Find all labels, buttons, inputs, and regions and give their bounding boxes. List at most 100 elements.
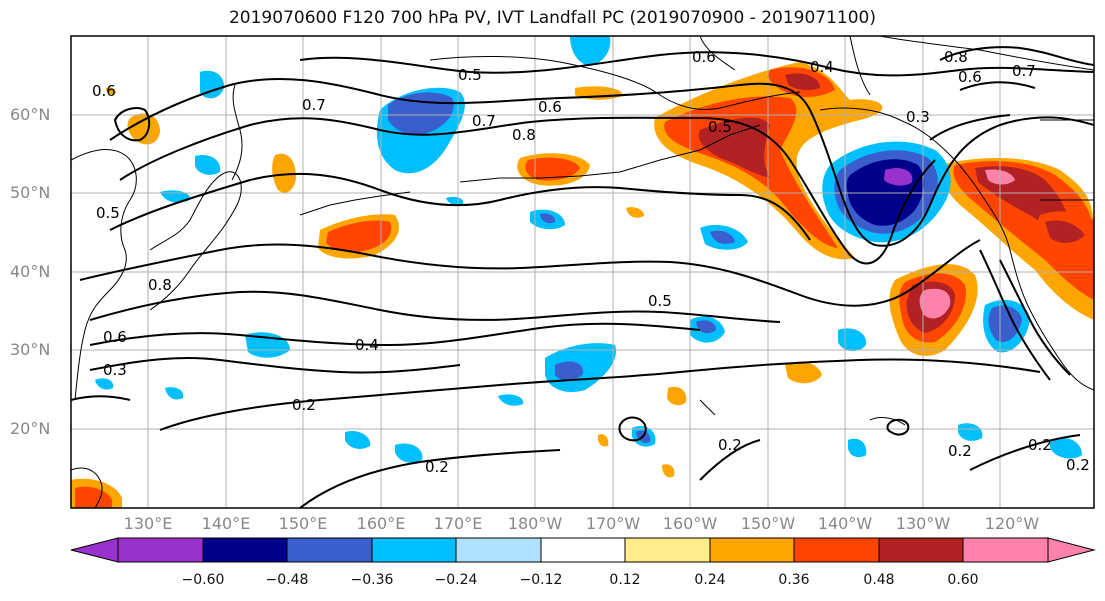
colorbar-segment	[455, 537, 542, 563]
negative-anomaly-small-11	[958, 423, 983, 441]
contour-label: 0.6	[692, 48, 716, 66]
coastlines	[71, 36, 1094, 508]
colorbar-segment	[878, 537, 964, 563]
lat-label: 50°N	[10, 183, 51, 202]
positive-anomaly-blob-8	[662, 464, 675, 478]
positive-anomaly-pnw-core	[953, 161, 1094, 300]
contour-label: 0.2	[1066, 456, 1090, 474]
positive-anomaly-blob-9-core	[75, 486, 112, 508]
colorbar-segment	[709, 537, 795, 563]
negative-anomaly-small-4b	[555, 361, 584, 381]
contour-label: 0.4	[810, 58, 834, 76]
positive-anomaly-blob-10	[106, 87, 116, 95]
contour-label: 0.7	[1012, 62, 1036, 80]
negative-anomaly-small-15	[165, 387, 184, 400]
positive-anomaly-alaska-north-dark	[785, 73, 820, 91]
colorbar-tick-label: 0.36	[778, 572, 810, 588]
colorbar-segment	[540, 537, 626, 563]
negative-anomaly-small-2b	[540, 213, 556, 224]
contour-label: 0.2	[425, 458, 449, 476]
contour-label: 0.8	[944, 48, 968, 66]
contour-label: 0.5	[648, 292, 672, 310]
positive-anomaly-midlat-east-core	[525, 157, 580, 181]
contour-labels: 0.6 0.7 0.5 0.5 0.7 0.8 0.6 0.6 0.4 0.8 …	[92, 48, 1090, 476]
negative-anomaly-small-18	[95, 378, 114, 390]
lat-label: 40°N	[10, 262, 51, 281]
lon-label: 150°W	[740, 514, 796, 533]
contour-label: 0.7	[472, 112, 496, 130]
contour-label: 0.5	[458, 66, 482, 84]
contour-label: 0.8	[512, 126, 536, 144]
colorbar-tick-label: −0.36	[350, 572, 394, 588]
colorbar-tick-label: −0.60	[181, 572, 225, 588]
positive-anomaly-blob-1	[127, 113, 160, 145]
colorbar-tick-label: −0.12	[519, 572, 563, 588]
colorbar-segment	[286, 537, 373, 563]
contour-label: 0.4	[355, 336, 379, 354]
lon-label: 170°W	[585, 514, 641, 533]
colorbar-segment	[202, 537, 288, 563]
positive-anomaly-blob-6	[597, 434, 609, 447]
positive-anomaly-blob-4	[785, 361, 822, 384]
negative-anomaly-far-north	[200, 70, 225, 99]
positive-anomaly-blob-2	[272, 153, 296, 193]
colorbar-segment	[371, 537, 457, 563]
colorbar	[70, 537, 1096, 563]
contour-label: 0.2	[718, 436, 742, 454]
map-title: 2019070600 F120 700 hPa PV, IVT Landfall…	[228, 8, 876, 28]
colorbar-tick-label: 0.24	[694, 572, 726, 588]
negative-anomaly-small-13	[345, 430, 371, 449]
lon-label: 140°E	[201, 514, 251, 533]
lon-label: 160°E	[356, 514, 406, 533]
negative-anomaly-small-5b	[696, 320, 716, 334]
lon-label: 130°W	[895, 514, 951, 533]
negative-anomaly-small-12	[395, 443, 423, 463]
positive-anomaly-midlat-west-core	[326, 220, 392, 253]
colorbar-tick-label: −0.48	[265, 572, 309, 588]
positive-anomaly-california-max	[919, 288, 951, 319]
contour-label: 0.2	[1028, 436, 1052, 454]
colorbar-tick-label: 0.60	[947, 572, 979, 588]
contour-label: 0.3	[103, 361, 127, 379]
negative-anomaly-small-16	[498, 394, 524, 406]
colorbar-segment	[793, 537, 880, 563]
colorbar-extend-low	[70, 537, 119, 563]
lon-label: 140°W	[817, 514, 873, 533]
positive-anomaly-blob-7	[626, 207, 645, 218]
positive-anomaly-blob-5	[667, 386, 687, 406]
lon-label: 130°E	[123, 514, 173, 533]
negative-anomaly-kamchatka	[195, 154, 221, 175]
colorbar-segment	[962, 537, 1049, 563]
contour-label: 0.2	[948, 442, 972, 460]
negative-anomaly-small-7b	[988, 305, 1022, 342]
contour-label: 0.5	[708, 118, 732, 136]
contour-label: 0.6	[958, 68, 982, 86]
colorbar-tick-label: 0.48	[863, 572, 895, 588]
lon-label: 150°E	[278, 514, 328, 533]
shaded-field	[71, 36, 1094, 508]
negative-anomaly-ne-bering	[570, 36, 611, 66]
contour-label: 0.3	[906, 108, 930, 126]
lon-label: 180°W	[507, 514, 563, 533]
contour-label: 0.6	[538, 98, 562, 116]
lat-label: 60°N	[10, 105, 51, 124]
contour-label: 0.7	[302, 96, 326, 114]
lon-label: 160°W	[662, 514, 718, 533]
negative-anomaly-gulf-alaska-4	[884, 168, 913, 186]
colorbar-segment	[624, 537, 711, 563]
contour-label: 0.6	[103, 328, 127, 346]
pv-contours	[71, 46, 1094, 508]
lat-label: 20°N	[10, 419, 51, 438]
colorbar-segment	[117, 537, 204, 563]
graticule	[71, 36, 1094, 508]
contour-label: 0.2	[292, 396, 316, 414]
colorbar-tick-label: 0.12	[609, 572, 641, 588]
lat-label: 30°N	[10, 340, 51, 359]
contour-label: 0.6	[92, 82, 116, 100]
colorbar-tick-label: −0.24	[434, 572, 478, 588]
positive-anomaly-alaska-dark	[698, 117, 770, 178]
contour-label: 0.5	[96, 204, 120, 222]
negative-anomaly-small-3b	[710, 230, 735, 244]
lon-label: 120°W	[984, 514, 1040, 533]
